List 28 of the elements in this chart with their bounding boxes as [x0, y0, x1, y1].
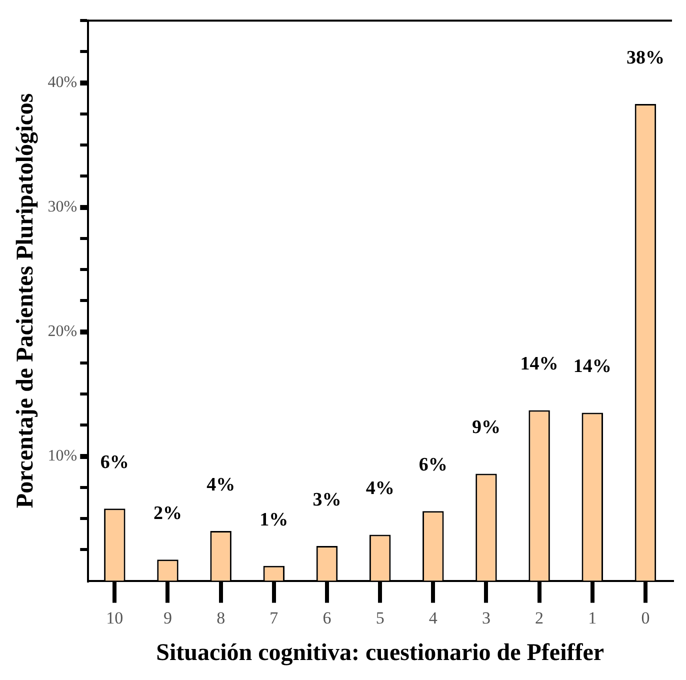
x-tick-label: 2: [535, 608, 544, 628]
data-label: 2%: [153, 503, 182, 524]
data-label: 3%: [312, 489, 342, 510]
data-label: 6%: [100, 452, 129, 474]
data-label: 4%: [206, 474, 236, 496]
data-label: 6%: [418, 454, 448, 476]
x-tick-label: 7: [270, 608, 279, 628]
x-tick-label: 0: [641, 608, 650, 628]
x-tick-label: 9: [163, 608, 172, 628]
data-label: 14%: [520, 354, 558, 375]
data-label: 1%: [260, 509, 288, 530]
x-tick-label: 10: [106, 608, 124, 628]
x-tick-label: 1: [588, 608, 597, 628]
x-tick-label: 4: [428, 608, 438, 628]
data-label: 14%: [573, 356, 612, 378]
y-tick-label: 30%: [48, 198, 78, 216]
y-tick-label: 10%: [48, 448, 78, 465]
x-tick-label: 5: [376, 608, 384, 628]
data-label: 9%: [472, 417, 500, 438]
y-tick-label: 20%: [48, 323, 78, 340]
x-tick-label: 3: [482, 608, 490, 628]
x-tick-label: 6: [322, 608, 332, 628]
x-tick-label: 8: [216, 608, 226, 628]
data-label: 38%: [626, 47, 664, 68]
data-label: 4%: [366, 478, 394, 500]
y-tick-label: 40%: [48, 74, 78, 92]
x-axis-title: Situación cognitiva: cuestionario de Pfeiffer: [156, 640, 604, 666]
y-axis-title: Porcentaje de Pacientes Pluripatológicos: [12, 93, 39, 508]
